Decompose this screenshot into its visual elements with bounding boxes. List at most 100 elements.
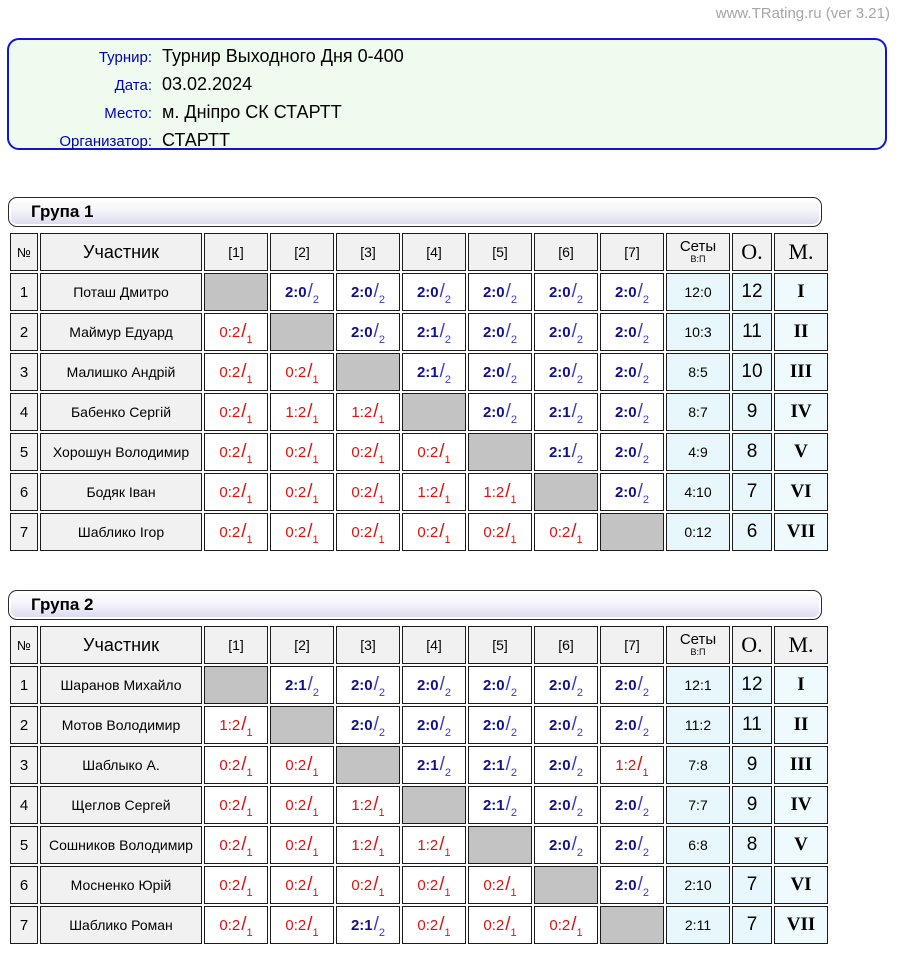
sets-header-label: Сеты <box>679 631 717 648</box>
match-cell: 2:0/2 <box>534 826 598 864</box>
match-points: 2 <box>576 807 584 819</box>
player-name: Шаранов Михайло <box>40 666 202 704</box>
match-score: 2:0 <box>614 677 637 694</box>
match-points: 2 <box>642 374 650 386</box>
match-score: 2:0 <box>614 284 637 301</box>
match-points: 2 <box>642 687 650 699</box>
match-cell: 2:0/2 <box>534 706 598 744</box>
match-cell: 0:2/1 <box>336 513 400 551</box>
match-score: 2:0 <box>350 324 373 341</box>
row-number: 2 <box>10 313 38 351</box>
score-slash: / <box>571 521 577 542</box>
match-points: 1 <box>312 374 319 386</box>
match-cell: 0:2/1 <box>336 473 400 511</box>
match-cell: 2:0/2 <box>600 433 664 471</box>
column-header-round-3: [3] <box>336 233 400 271</box>
match-score: 2:0 <box>614 797 637 814</box>
match-score: 1:2 <box>417 484 439 501</box>
score-slash: / <box>571 361 577 382</box>
organizer-label: Организатор: <box>59 133 152 150</box>
diagonal-cell <box>534 866 598 904</box>
match-score: 0:2 <box>219 364 241 381</box>
match-score: 0:2 <box>219 404 241 421</box>
match-points: 1 <box>246 927 253 939</box>
match-cell: 0:2/1 <box>468 513 532 551</box>
player-row: 5 Хорошун Володимир 0:2/1 0:2/1 0:2/1 0:2/1 2:… <box>10 433 828 471</box>
match-score: 1:2 <box>351 797 373 814</box>
match-cell: 2:0/2 <box>402 706 466 744</box>
match-points: 1 <box>246 807 253 819</box>
match-score: 0:2 <box>351 444 373 461</box>
match-score: 2:0 <box>614 404 637 421</box>
match-points: 2 <box>642 727 650 739</box>
score-slash: / <box>373 674 379 695</box>
score-slash: / <box>307 914 313 935</box>
player-name: Бодяк Іван <box>40 473 202 511</box>
sets-cell: 12:1 <box>666 666 730 704</box>
score-slash: / <box>241 321 247 342</box>
match-score: 2:0 <box>482 717 505 734</box>
column-header-round-5: [5] <box>468 626 532 664</box>
organizer-value: СТАРТТ <box>162 130 230 150</box>
player-name: Поташ Дмитро <box>40 273 202 311</box>
points-cell: 12 <box>732 273 772 311</box>
match-cell: 2:1/2 <box>402 313 466 351</box>
score-slash: / <box>307 401 313 422</box>
match-points: 1 <box>378 534 385 546</box>
match-points: 2 <box>576 727 584 739</box>
diagonal-cell <box>600 906 664 944</box>
match-score: 0:2 <box>549 917 571 934</box>
match-score: 0:2 <box>549 524 571 541</box>
score-slash: / <box>241 914 247 935</box>
points-cell: 7 <box>732 866 772 904</box>
place-cell: II <box>774 706 828 744</box>
group-2-header-bar: Група 2 <box>8 590 822 620</box>
match-points: 2 <box>642 294 650 306</box>
match-score: 0:2 <box>219 837 241 854</box>
match-cell: 1:2/1 <box>402 473 466 511</box>
match-cell: 2:0/2 <box>600 826 664 864</box>
place-cell: IV <box>774 393 828 431</box>
match-cell: 2:0/2 <box>402 273 466 311</box>
row-number: 2 <box>10 706 38 744</box>
match-cell: 2:0/2 <box>336 313 400 351</box>
column-header-points: О. <box>732 626 772 664</box>
score-slash: / <box>439 674 445 695</box>
match-cell: 0:2/1 <box>204 473 268 511</box>
match-score: 2:0 <box>482 677 505 694</box>
header-row: № Участник [1] [2] [3] [4] [5] [6] [7] С… <box>10 626 828 664</box>
place-cell: VI <box>774 866 828 904</box>
match-score: 0:2 <box>285 444 307 461</box>
tournament-label: Турнир: <box>98 49 152 66</box>
match-score: 2:0 <box>350 284 373 301</box>
player-name: Шаблыко А. <box>40 746 202 784</box>
date-value: 03.02.2024 <box>162 74 253 94</box>
score-slash: / <box>637 794 643 815</box>
score-slash: / <box>439 874 445 895</box>
match-points: 1 <box>510 887 517 899</box>
group-1-title: Група 1 <box>31 202 94 221</box>
match-score: 2:0 <box>548 324 571 341</box>
match-score: 1:2 <box>351 404 373 421</box>
score-slash: / <box>241 481 247 502</box>
column-header-round-4: [4] <box>402 233 466 271</box>
place-label: Место: <box>104 105 152 122</box>
match-score: 0:2 <box>219 757 241 774</box>
match-score: 1:2 <box>615 757 637 774</box>
match-cell: 0:2/1 <box>468 906 532 944</box>
tournament-info-box: Турнир: Турнир Выходного Дня 0-400 Дата:… <box>7 38 887 150</box>
match-points: 2 <box>510 807 518 819</box>
sets-cell: 12:0 <box>666 273 730 311</box>
score-slash: / <box>505 674 511 695</box>
match-points: 2 <box>642 494 650 506</box>
points-cell: 7 <box>732 473 772 511</box>
sets-cell: 4:9 <box>666 433 730 471</box>
column-header-participant: Участник <box>40 626 202 664</box>
player-row: 4 Бабенко Сергій 0:2/1 1:2/1 1:2/1 2:0/2 2:1/2… <box>10 393 828 431</box>
row-number: 5 <box>10 826 38 864</box>
match-points: 2 <box>576 847 584 859</box>
row-number: 3 <box>10 746 38 784</box>
player-name: Сошников Володимир <box>40 826 202 864</box>
match-points: 2 <box>642 414 650 426</box>
date-label: Дата: <box>114 77 152 94</box>
